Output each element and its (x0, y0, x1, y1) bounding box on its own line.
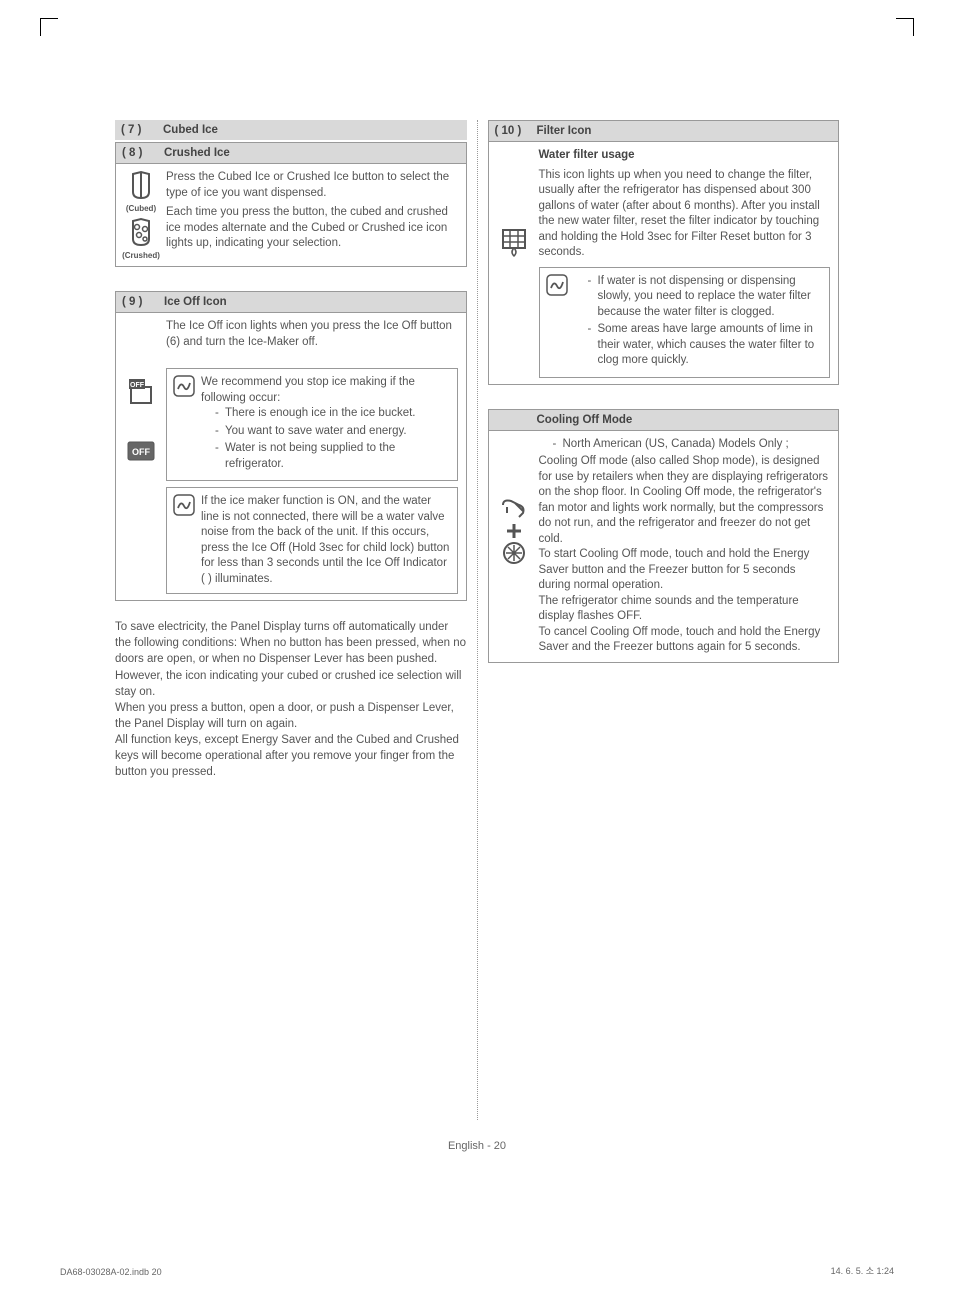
cooling-paragraph: Cooling Off mode (also called Shop mode)… (539, 454, 831, 656)
cubed-label: (Cubed) (126, 204, 156, 213)
cooling-body: North American (US, Canada) Models Only … (488, 430, 840, 663)
section-title: Crushed Ice (164, 147, 230, 159)
two-column-layout: ( 7 ) Cubed Ice ( 8 ) Crushed Ice (Cubed… (115, 120, 839, 1120)
svg-text:OFF: OFF (132, 447, 150, 457)
list-item: North American (US, Canada) Models Only … (553, 437, 831, 453)
note-content: If water is not dispensing or dispensing… (574, 274, 824, 371)
filter-grid-icon (501, 228, 527, 258)
bullet-list: If water is not dispensing or dispensing… (574, 274, 824, 369)
crop-mark (40, 18, 58, 36)
paragraph: This icon lights up when you need to cha… (539, 168, 831, 261)
cooling-text: North American (US, Canada) Models Only … (539, 437, 831, 656)
left-column: ( 7 ) Cubed Ice ( 8 ) Crushed Ice (Cubed… (115, 120, 477, 1120)
paragraph: The Ice Off icon lights when you press t… (166, 319, 458, 350)
note-icon (173, 375, 195, 397)
note-box-2: If the ice maker function is ON, and the… (166, 487, 458, 594)
filter-icon-column (497, 148, 531, 258)
cooling-icon-column (497, 437, 531, 567)
off-button-icon: OFF (127, 441, 155, 461)
cubed-ice-icon (127, 170, 155, 200)
note-icon (173, 494, 195, 516)
bullet-list: There is enough ice in the ice bucket. Yo… (201, 406, 451, 472)
paragraph: Each time you press the button, the cube… (166, 205, 458, 252)
footer-timestamp: 14. 6. 5. 소 1:24 (831, 1264, 894, 1277)
panel-display-paragraph: To save electricity, the Panel Display t… (115, 619, 467, 780)
section-number: ( 9 ) (122, 296, 164, 308)
section-8-text: Press the Cubed Ice or Crushed Ice butto… (166, 170, 458, 252)
note-content: We recommend you stop ice making if the … (201, 375, 451, 474)
section-8-body: (Cubed) (Crushed) Press the Cubed Ice or… (115, 163, 467, 267)
filter-note-box: If water is not dispensing or dispensing… (539, 267, 831, 378)
list-item: If water is not dispensing or dispensing… (588, 274, 824, 321)
list-item: Water is not being supplied to the refri… (215, 441, 451, 472)
note-icon (546, 274, 568, 296)
section-9-text: The Ice Off icon lights when you press t… (166, 319, 458, 594)
section-7-header: ( 7 ) Cubed Ice (115, 120, 467, 140)
note-lead: We recommend you stop ice making if the … (201, 375, 451, 406)
cooling-off-icon (499, 497, 529, 567)
off-icons-column: OFF OFF (124, 319, 158, 461)
subtitle: Water filter usage (539, 148, 831, 164)
ice-icons-column: (Cubed) (Crushed) (124, 170, 158, 260)
paragraph: Press the Cubed Ice or Crushed Ice butto… (166, 170, 458, 201)
section-10-body: Water filter usage This icon lights up w… (488, 141, 840, 385)
list-item: You want to save water and energy. (215, 424, 451, 440)
list-item: Some areas have large amounts of lime in… (588, 322, 824, 369)
section-10-header: ( 10 ) Filter Icon (488, 120, 840, 141)
cooling-header: Cooling Off Mode (488, 409, 840, 430)
crushed-label: (Crushed) (122, 251, 160, 260)
page-footer: English - 20 (0, 1140, 954, 1152)
section-10-text: Water filter usage This icon lights up w… (539, 148, 831, 378)
section-title: Cooling Off Mode (537, 414, 633, 426)
crushed-ice-icon (127, 217, 155, 247)
note-box-1: We recommend you stop ice making if the … (166, 368, 458, 481)
section-8-header: ( 8 ) Crushed Ice (115, 142, 467, 163)
cooling-lead: North American (US, Canada) Models Only … (539, 437, 831, 453)
svg-text:OFF: OFF (130, 382, 145, 389)
section-title: Cubed Ice (163, 124, 218, 136)
right-column: ( 10 ) Filter Icon Water filter usage Th… (477, 120, 840, 1120)
note-content: If the ice maker function is ON, and the… (201, 494, 451, 587)
section-title: Ice Off Icon (164, 296, 227, 308)
section-number: ( 8 ) (122, 147, 164, 159)
off-indicator-icon: OFF (129, 379, 153, 405)
section-9-header: ( 9 ) Ice Off Icon (115, 291, 467, 312)
section-9-body: OFF OFF The Ice Off icon lights when you… (115, 312, 467, 601)
crop-mark (896, 18, 914, 36)
footer-filename: DA68-03028A-02.indb 20 (60, 1267, 162, 1277)
section-number: ( 10 ) (495, 125, 537, 137)
section-number: ( 7 ) (121, 124, 163, 136)
list-item: There is enough ice in the ice bucket. (215, 406, 451, 422)
section-title: Filter Icon (537, 125, 592, 137)
